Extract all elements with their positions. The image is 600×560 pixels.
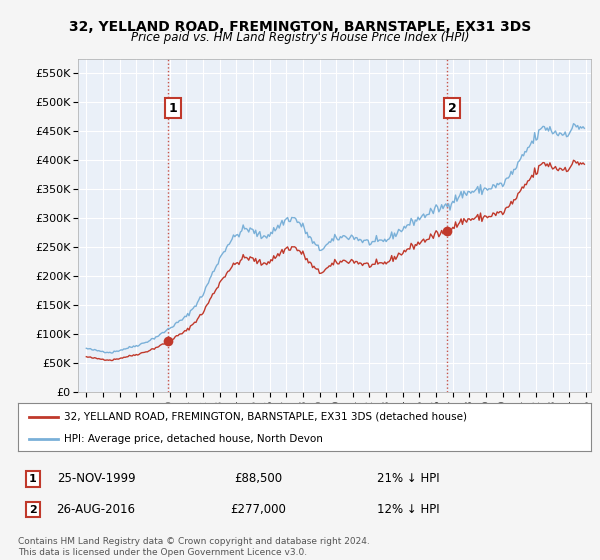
Text: 21% ↓ HPI: 21% ↓ HPI — [377, 472, 439, 486]
Text: 1: 1 — [29, 474, 37, 484]
Text: 2: 2 — [29, 505, 37, 515]
Text: HPI: Average price, detached house, North Devon: HPI: Average price, detached house, Nort… — [64, 434, 323, 444]
Text: 25-NOV-1999: 25-NOV-1999 — [56, 472, 136, 486]
Text: 2: 2 — [448, 101, 456, 115]
Text: 26-AUG-2016: 26-AUG-2016 — [56, 503, 136, 516]
Text: £277,000: £277,000 — [230, 503, 286, 516]
Text: 32, YELLAND ROAD, FREMINGTON, BARNSTAPLE, EX31 3DS (detached house): 32, YELLAND ROAD, FREMINGTON, BARNSTAPLE… — [64, 412, 467, 422]
Text: 12% ↓ HPI: 12% ↓ HPI — [377, 503, 439, 516]
Text: Contains HM Land Registry data © Crown copyright and database right 2024.: Contains HM Land Registry data © Crown c… — [18, 537, 370, 546]
Text: 32, YELLAND ROAD, FREMINGTON, BARNSTAPLE, EX31 3DS: 32, YELLAND ROAD, FREMINGTON, BARNSTAPLE… — [69, 20, 531, 34]
Text: Price paid vs. HM Land Registry's House Price Index (HPI): Price paid vs. HM Land Registry's House … — [131, 31, 469, 44]
Text: £88,500: £88,500 — [234, 472, 282, 486]
Text: This data is licensed under the Open Government Licence v3.0.: This data is licensed under the Open Gov… — [18, 548, 307, 557]
Text: 1: 1 — [169, 101, 178, 115]
